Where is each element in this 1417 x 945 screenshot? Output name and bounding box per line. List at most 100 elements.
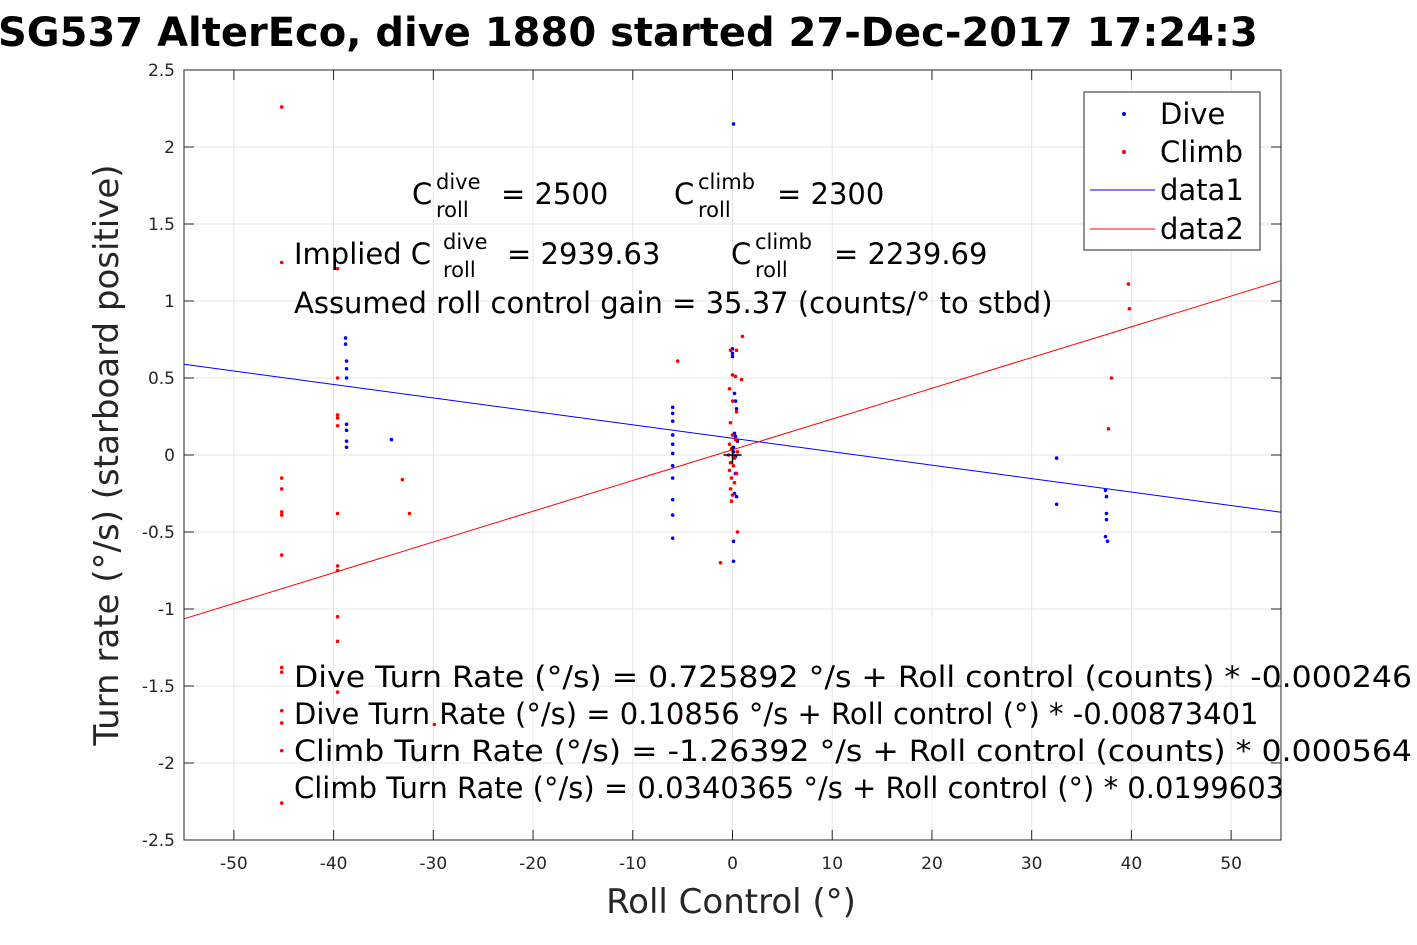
implied-dive-prefix: Implied C [294, 237, 431, 271]
data-point [675, 359, 680, 363]
y-tick-label: -1.5 [142, 677, 175, 697]
data-point [670, 476, 675, 480]
x-tick-label: -20 [519, 854, 547, 874]
data-point [727, 386, 732, 391]
data-point [279, 670, 284, 674]
data-point [1104, 511, 1109, 516]
data-point [279, 553, 284, 557]
implied-climb-sub: roll [755, 258, 788, 282]
data-point [733, 434, 738, 439]
x-tick-label: 40 [1121, 854, 1143, 874]
data-point [1126, 282, 1131, 286]
data-point [730, 433, 735, 437]
data-point [670, 451, 675, 456]
data-point [732, 391, 737, 396]
data-point [670, 405, 675, 410]
data-point [279, 748, 284, 753]
data-point [279, 487, 284, 491]
y-tick-label: -1 [158, 600, 175, 620]
fit-line-data1 [183, 363, 1282, 513]
data-point [735, 450, 740, 454]
data-point [335, 423, 340, 428]
series-dive [343, 122, 1110, 564]
x-axis-label: Roll Control (°) [606, 882, 856, 922]
data-point [670, 411, 675, 416]
data-point [279, 476, 284, 480]
data-point [733, 399, 738, 403]
data-point [389, 437, 394, 442]
data-point [670, 442, 675, 447]
data-point [344, 376, 349, 380]
data-point [728, 420, 733, 425]
data-point [728, 460, 733, 465]
data-point [670, 513, 675, 517]
y-tick-label: -0.5 [142, 523, 175, 543]
roll-gain-annotation: Assumed roll control gain = 35.37 (count… [294, 286, 1053, 320]
y-tick-label: 0 [164, 446, 175, 466]
data-point [1103, 534, 1108, 539]
data-point [730, 373, 735, 377]
data-point [733, 374, 738, 379]
legend-data2-label: data2 [1160, 212, 1244, 246]
data-point [343, 342, 348, 346]
legend-climb-marker [1122, 150, 1126, 154]
data-point [740, 334, 745, 339]
y-tick-labels: 2.5 2 1.5 1 0.5 0 -0.5 -1 -1.5 -2 -2.5 [142, 61, 175, 851]
data-point [407, 511, 412, 516]
legend-dive-label: Dive [1160, 97, 1225, 131]
legend-box [1083, 91, 1261, 251]
implied-dive-sub: roll [443, 258, 476, 282]
data-point [344, 422, 349, 427]
data-point [1106, 427, 1111, 431]
c-roll-climb-sub: roll [698, 198, 731, 222]
y-tick-label: 2.5 [148, 61, 175, 81]
data-point [670, 497, 675, 502]
data-point [1103, 488, 1108, 493]
implied-c-roll-dive-annotation: Implied C dive roll = 2939.63 [294, 230, 660, 282]
data-point [731, 463, 736, 468]
c-roll-dive-sub: roll [436, 198, 469, 222]
data-point [670, 419, 675, 423]
equation-climb-counts: Climb Turn Rate (°/s) = -1.26392 °/s + R… [294, 734, 1412, 768]
data-point [279, 721, 284, 725]
c-roll-climb-value: = 2300 [777, 177, 884, 211]
data-point [335, 376, 340, 380]
data-point [732, 480, 737, 485]
data-point [733, 437, 738, 442]
data-point [727, 468, 732, 473]
legend-climb-label: Climb [1160, 135, 1243, 169]
data-point [335, 266, 340, 271]
x-tick-label: 50 [1220, 854, 1242, 874]
data-point [734, 348, 739, 353]
c-roll-dive-value: = 2500 [501, 177, 608, 211]
y-tick-label: -2.5 [142, 831, 175, 851]
x-tick-label: 0 [727, 854, 738, 874]
x-tick-label: -10 [619, 854, 647, 874]
data-point [344, 445, 349, 450]
implied-climb-sup: climb [755, 230, 812, 254]
data-point [1127, 306, 1132, 311]
y-axis-label: Turn rate (°/s) (starboard positive) [87, 164, 127, 746]
data-point [730, 354, 735, 359]
x-tick-label: 10 [821, 854, 843, 874]
data-point [731, 539, 736, 544]
data-point [670, 536, 675, 540]
data-points [279, 105, 1132, 805]
data-point [732, 456, 737, 460]
equation-dive-counts: Dive Turn Rate (°/s) = 0.725892 °/s + Ro… [294, 660, 1412, 694]
x-tick-label: -50 [220, 854, 248, 874]
implied-climb-base: C [731, 237, 751, 271]
implied-dive-value: = 2939.63 [507, 237, 660, 271]
data-point [734, 410, 739, 414]
data-point [728, 487, 733, 491]
implied-dive-sup: dive [443, 230, 488, 254]
y-tick-label: -2 [158, 754, 175, 774]
y-tick-label: 0.5 [148, 369, 175, 389]
data-point [279, 708, 284, 713]
data-point [1054, 456, 1059, 460]
data-point [729, 476, 734, 480]
data-point [1104, 517, 1109, 522]
data-point [279, 510, 284, 514]
data-point [734, 471, 739, 476]
x-tick-label: 30 [1021, 854, 1043, 874]
